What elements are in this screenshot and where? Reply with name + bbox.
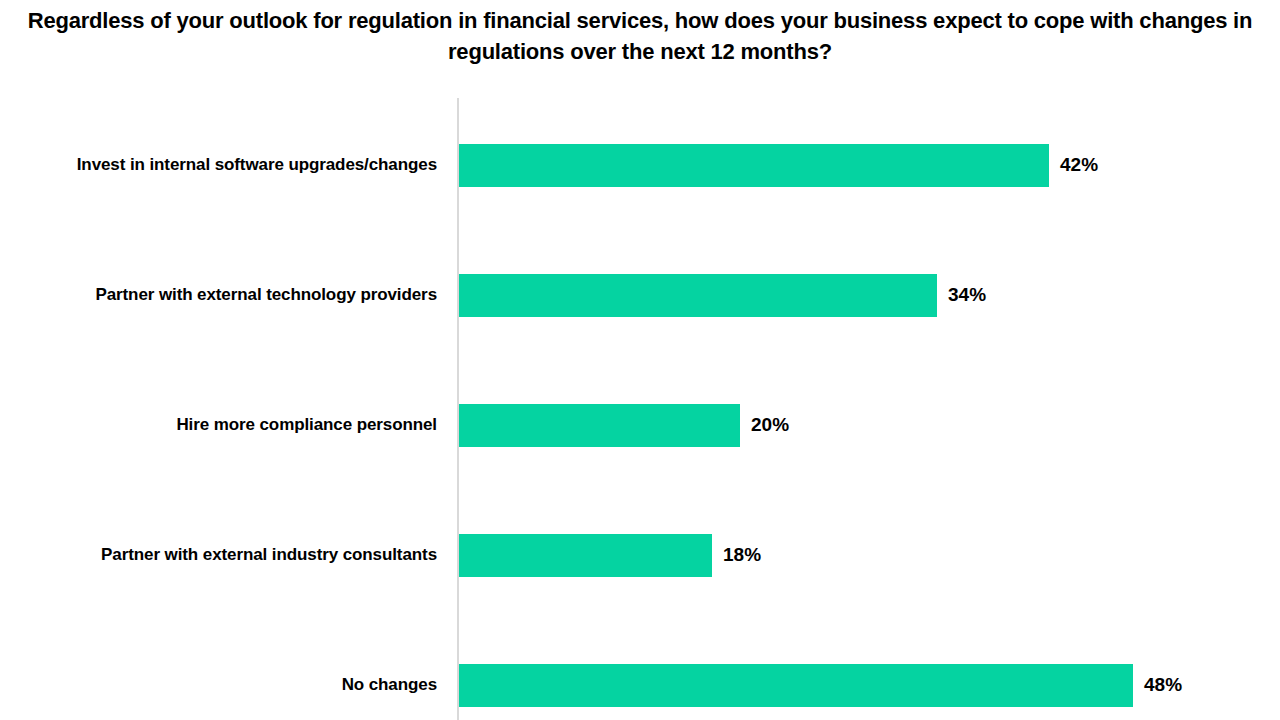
chart-row: No changes 48%: [0, 620, 1280, 720]
chart-row: Partner with external industry consultan…: [0, 490, 1280, 620]
category-label: Invest in internal software upgrades/cha…: [0, 155, 437, 175]
bar-zone: 20%: [459, 404, 789, 447]
chart-row: Partner with external technology provide…: [0, 230, 1280, 360]
category-label: No changes: [0, 675, 437, 695]
bar: [459, 274, 937, 317]
bar: [459, 534, 712, 577]
chart-row: Hire more compliance personnel 20%: [0, 360, 1280, 490]
bar: [459, 144, 1049, 187]
chart-title: Regardless of your outlook for regulatio…: [0, 5, 1280, 67]
bar-zone: 18%: [459, 534, 761, 577]
category-label: Partner with external industry consultan…: [0, 545, 437, 565]
bar-zone: 34%: [459, 274, 986, 317]
value-label: 34%: [948, 284, 986, 306]
chart-row: Invest in internal software upgrades/cha…: [0, 100, 1280, 230]
category-label: Partner with external technology provide…: [0, 285, 437, 305]
bar-zone: 42%: [459, 144, 1098, 187]
value-label: 20%: [751, 414, 789, 436]
value-label: 18%: [723, 544, 761, 566]
bar-chart: Invest in internal software upgrades/cha…: [0, 98, 1280, 720]
value-label: 42%: [1060, 154, 1098, 176]
chart-rows: Invest in internal software upgrades/cha…: [0, 100, 1280, 720]
bar: [459, 404, 740, 447]
bar: [459, 664, 1133, 707]
category-label: Hire more compliance personnel: [0, 415, 437, 435]
bar-zone: 48%: [459, 664, 1182, 707]
value-label: 48%: [1144, 674, 1182, 696]
